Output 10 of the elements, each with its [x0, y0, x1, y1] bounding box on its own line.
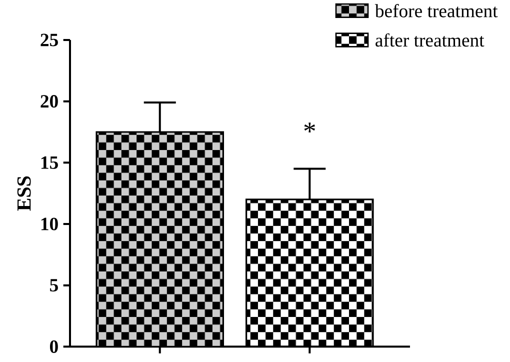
y-axis-title: ESS — [17, 176, 31, 211]
annotation: * — [304, 122, 316, 132]
y-tick-label: 5 — [50, 278, 58, 292]
y-tick-label: 25 — [40, 33, 58, 46]
text: after treatment — [376, 33, 484, 46]
y-tick-label: 0 — [50, 340, 58, 353]
y-tick-label: 10 — [41, 217, 58, 230]
y-tick-label: 20 — [40, 94, 58, 108]
y-tick-label: 15 — [41, 156, 58, 169]
text: before treatment — [374, 4, 498, 18]
